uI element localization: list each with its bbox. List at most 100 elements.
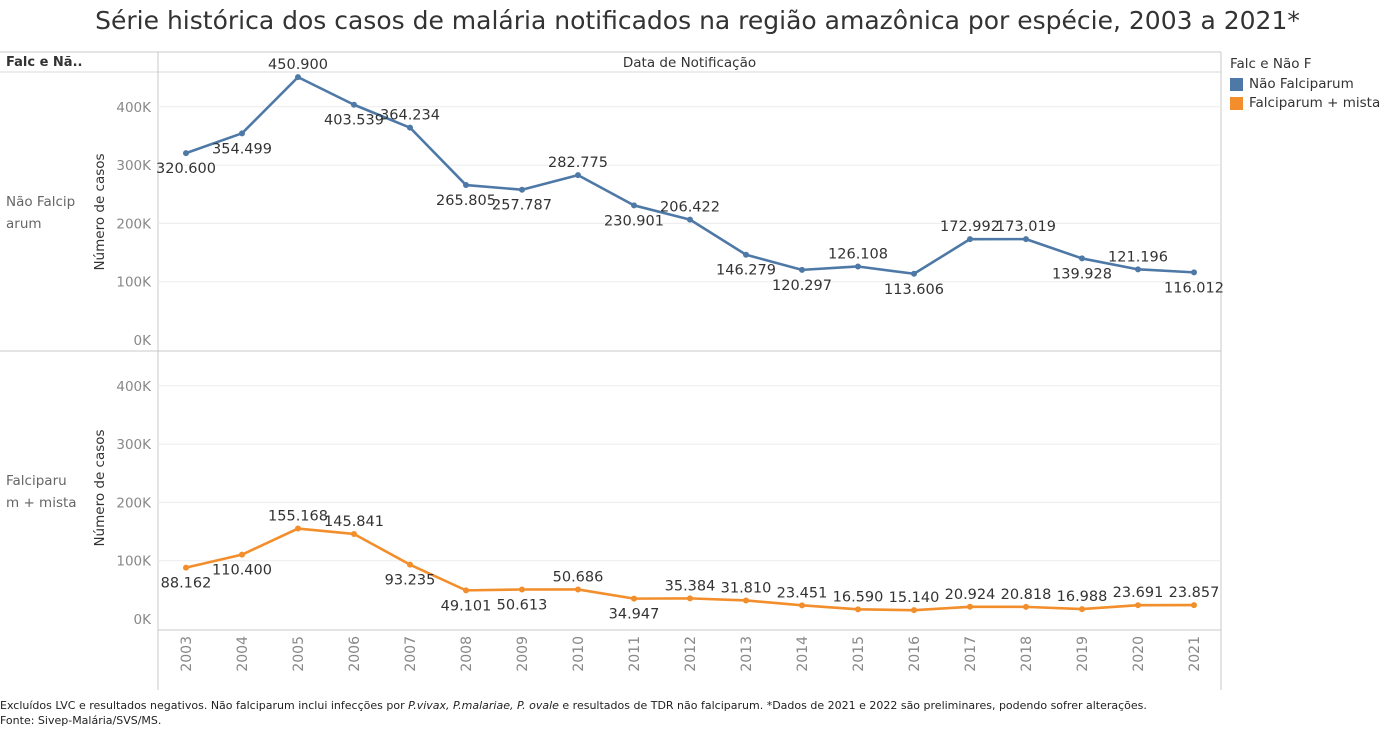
legend-label-falciparum-mista: Falciparum + mista bbox=[1249, 95, 1381, 111]
x-tick-label: 2006 bbox=[347, 636, 363, 672]
x-tick-label: 2011 bbox=[627, 636, 643, 672]
data-point bbox=[911, 607, 917, 614]
x-tick-label: 2003 bbox=[179, 636, 195, 672]
data-label: 15.140 bbox=[889, 590, 940, 606]
data-label: 110.400 bbox=[212, 563, 272, 579]
data-point bbox=[855, 263, 861, 270]
x-tick-label: 2021 bbox=[1187, 636, 1203, 672]
chart-title: Série histórica dos casos de malária not… bbox=[95, 6, 1300, 35]
data-point bbox=[631, 202, 637, 209]
data-label: 450.900 bbox=[268, 57, 328, 73]
data-label: 403.539 bbox=[324, 113, 384, 129]
row-label-line-2: m + mista bbox=[6, 495, 77, 511]
x-tick-label: 2004 bbox=[235, 636, 251, 672]
data-point bbox=[575, 586, 581, 593]
data-point bbox=[183, 564, 189, 571]
data-point bbox=[1079, 606, 1085, 613]
y-tick-label: 100K bbox=[116, 554, 152, 570]
footnote-text-1: Excluídos LVC e resultados negativos. Nã… bbox=[0, 699, 409, 712]
data-point bbox=[743, 597, 749, 604]
legend-swatch-falciparum-mista bbox=[1230, 96, 1243, 110]
y-tick-label: 100K bbox=[116, 275, 152, 291]
data-label: 364.234 bbox=[380, 108, 440, 124]
x-tick-label: 2014 bbox=[795, 636, 811, 672]
y-tick-label: 300K bbox=[116, 158, 152, 174]
data-point bbox=[295, 525, 301, 532]
x-tick-label: 2018 bbox=[1019, 636, 1035, 672]
x-tick-label: 2017 bbox=[963, 636, 979, 672]
data-point bbox=[967, 236, 973, 243]
data-point bbox=[967, 603, 973, 610]
data-point bbox=[351, 101, 357, 108]
data-label: 173.019 bbox=[996, 219, 1056, 235]
data-label: 146.279 bbox=[716, 263, 776, 279]
data-point bbox=[519, 586, 525, 593]
data-label: 206.422 bbox=[660, 200, 720, 216]
data-point bbox=[1191, 269, 1197, 276]
x-tick-label: 2019 bbox=[1075, 636, 1091, 672]
data-label: 354.499 bbox=[212, 141, 272, 157]
panel-0: Não Falcip arum Número de casos 0K 100K 200K 3… bbox=[6, 57, 1224, 349]
data-label: 93.235 bbox=[385, 573, 436, 589]
data-label: 113.606 bbox=[884, 282, 944, 298]
data-point bbox=[519, 186, 525, 193]
x-tick-label: 2013 bbox=[739, 636, 755, 672]
data-label: 35.384 bbox=[665, 578, 716, 594]
data-point bbox=[239, 130, 245, 137]
column-header: Data de Notificação bbox=[623, 55, 756, 71]
data-label: 23.451 bbox=[777, 585, 828, 601]
data-label: 49.101 bbox=[441, 598, 492, 614]
x-tick-label: 2009 bbox=[515, 636, 531, 672]
y-tick-label: 300K bbox=[116, 437, 152, 453]
x-tick-label: 2010 bbox=[571, 636, 587, 672]
chart-frame: Falc e Nã.. Data de Notificação bbox=[0, 51, 1222, 690]
data-label: 31.810 bbox=[721, 580, 772, 596]
x-tick-label: 2008 bbox=[459, 636, 475, 672]
x-tick-label: 2015 bbox=[851, 636, 867, 672]
data-label: 145.841 bbox=[324, 514, 384, 530]
data-label: 16.988 bbox=[1057, 589, 1108, 605]
data-label: 20.924 bbox=[945, 587, 996, 603]
data-point bbox=[407, 124, 413, 131]
legend-title: Falc e Não F bbox=[1230, 56, 1312, 72]
legend-item-nao-falciparum[interactable]: Não Falciparum bbox=[1230, 76, 1380, 92]
x-tick-label: 2005 bbox=[291, 636, 307, 672]
legend: Falc e Não F Não Falciparum Falciparum +… bbox=[1230, 56, 1380, 114]
footnote-species: P.vivax, P.malariae, P. ovale bbox=[408, 699, 559, 712]
data-point bbox=[687, 216, 693, 223]
data-label: 155.168 bbox=[268, 509, 328, 525]
data-point bbox=[1023, 603, 1029, 610]
data-point bbox=[183, 150, 189, 157]
legend-item-falciparum-mista[interactable]: Falciparum + mista bbox=[1230, 95, 1380, 111]
x-axis: 2003 2004 2005 2006 2007 2008 2009 2010 2011 2012… bbox=[179, 636, 1203, 672]
row-label-1: Falciparu m + mista bbox=[6, 473, 77, 511]
data-point bbox=[295, 74, 301, 81]
legend-label-nao-falciparum: Não Falciparum bbox=[1249, 76, 1354, 92]
data-point bbox=[687, 595, 693, 602]
row-label-line-1: Não Falcip bbox=[6, 194, 75, 210]
data-point bbox=[239, 551, 245, 558]
data-label: 23.691 bbox=[1113, 585, 1164, 601]
data-label: 16.590 bbox=[833, 589, 884, 605]
data-label: 320.600 bbox=[156, 161, 216, 177]
y-axis-title-0: Número de casos bbox=[92, 153, 108, 270]
y-tick-label: 400K bbox=[116, 100, 152, 116]
chart-panels: Não Falcip arum Número de casos 0K 100K 200K 3… bbox=[6, 57, 1224, 628]
data-point bbox=[351, 530, 357, 537]
x-tick-label: 2012 bbox=[683, 636, 699, 672]
data-label: 126.108 bbox=[828, 246, 888, 262]
footnote-text-2: e resultados de TDR não falciparum. *Dad… bbox=[0, 699, 1147, 727]
row-label-line-2: arum bbox=[6, 216, 42, 232]
x-tick-label: 2007 bbox=[403, 636, 419, 672]
data-label: 88.162 bbox=[161, 576, 212, 592]
y-tick-label: 200K bbox=[116, 495, 152, 511]
y-tick-label: 200K bbox=[116, 216, 152, 232]
data-label: 230.901 bbox=[604, 213, 664, 229]
y-tick-label: 400K bbox=[116, 379, 152, 395]
data-point bbox=[911, 270, 917, 277]
data-label: 116.012 bbox=[1164, 280, 1224, 296]
data-point bbox=[1135, 266, 1141, 273]
legend-swatch-nao-falciparum bbox=[1230, 77, 1243, 91]
data-label: 172.992 bbox=[940, 219, 1000, 235]
